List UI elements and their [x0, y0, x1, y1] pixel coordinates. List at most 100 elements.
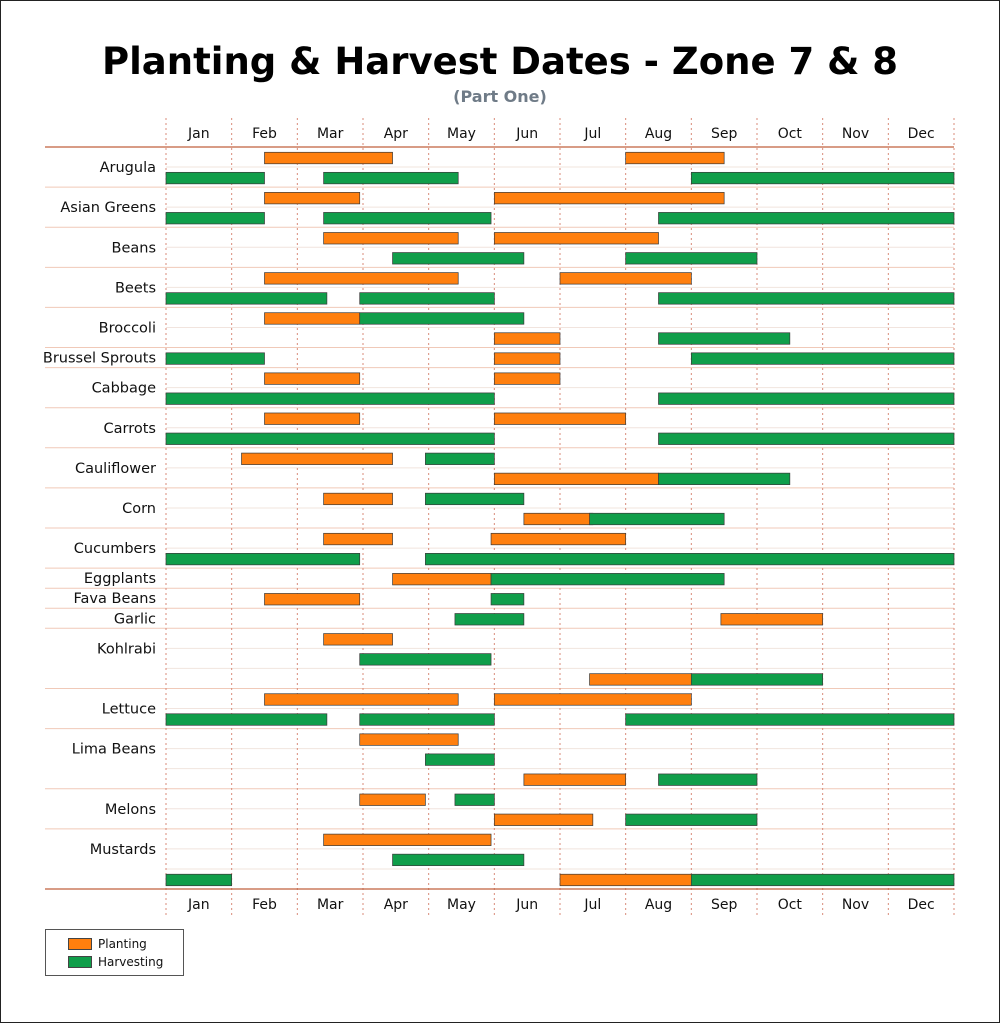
harvesting-bar — [165, 553, 361, 566]
harvesting-bar — [165, 873, 233, 887]
harvesting-bar — [359, 312, 525, 325]
harvesting-bar — [359, 292, 495, 305]
harvesting-bar — [690, 673, 824, 686]
harvesting-bar — [625, 813, 758, 826]
crop-label: Carrots — [104, 421, 156, 437]
planting-bar — [490, 532, 627, 546]
planting-bar — [523, 773, 627, 786]
legend-item-harvesting: Harvesting — [68, 955, 163, 969]
planting-bar — [523, 512, 594, 526]
planting-bar — [323, 833, 492, 846]
planting-bar — [264, 272, 459, 285]
crop-label: Broccoli — [99, 320, 156, 336]
harvesting-bar — [359, 713, 495, 726]
harvesting-bar — [165, 171, 265, 185]
planting-bar — [493, 332, 561, 345]
harvesting-bar — [454, 793, 495, 806]
harvesting-bar — [690, 352, 955, 365]
crop-label: Garlic — [114, 611, 156, 627]
chart-subtitle: (Part One) — [453, 87, 547, 106]
crop-label: Beans — [112, 240, 157, 256]
planting-bar — [359, 793, 426, 806]
month-label-bottom: Apr — [384, 897, 408, 913]
harvesting-bar — [658, 432, 955, 445]
harvesting-bar — [690, 873, 955, 887]
legend-swatch-harvesting — [68, 956, 92, 968]
planting-bar — [264, 412, 361, 425]
harvesting-bar — [490, 573, 725, 586]
harvesting-bar — [658, 212, 955, 225]
crop-label: Asian Greens — [60, 200, 156, 216]
crop-label: Eggplants — [84, 571, 156, 587]
planting-bar — [589, 673, 692, 686]
crop-label: Cabbage — [92, 381, 157, 397]
month-label-top: Nov — [842, 126, 869, 142]
harvesting-bar — [658, 332, 791, 345]
harvesting-bar — [425, 553, 955, 566]
planting-bar — [625, 151, 725, 165]
month-label-top: Mar — [317, 126, 344, 142]
planting-bar — [323, 532, 393, 546]
month-label-top: Feb — [252, 126, 277, 142]
harvesting-bar — [359, 653, 492, 666]
month-label-bottom: Jan — [187, 897, 210, 913]
month-label-bottom: Aug — [645, 897, 672, 913]
crop-label: Mustards — [90, 842, 156, 858]
harvesting-bar — [658, 773, 758, 786]
harvesting-bar — [490, 593, 525, 606]
chart-title: Planting & Harvest Dates - Zone 7 & 8 — [101, 40, 898, 83]
harvesting-bar — [625, 713, 955, 726]
month-label-top: Oct — [778, 126, 803, 142]
harvesting-bar — [658, 392, 955, 405]
crop-label: Cauliflower — [75, 461, 156, 477]
harvesting-bar — [589, 512, 725, 526]
planting-bar — [493, 232, 659, 245]
month-label-bottom: Jun — [515, 897, 538, 913]
legend-label-planting: Planting — [98, 937, 147, 951]
crop-label: Melons — [105, 802, 156, 818]
legend-item-planting: Planting — [68, 937, 147, 951]
harvesting-bar — [690, 171, 955, 185]
harvesting-bar — [425, 452, 495, 465]
harvesting-bar — [165, 713, 328, 726]
month-label-bottom: Sep — [711, 897, 738, 913]
planting-bar — [493, 412, 627, 425]
month-label-top: Aug — [645, 126, 672, 142]
planting-bar — [493, 192, 725, 205]
planting-bar — [241, 452, 393, 465]
planting-bar — [720, 613, 824, 626]
month-label-bottom: Oct — [778, 897, 803, 913]
harvesting-bar — [392, 252, 525, 265]
crop-label: Arugula — [100, 160, 156, 176]
planting-bar — [359, 733, 459, 746]
crop-label: Beets — [115, 280, 156, 296]
month-label-bottom: Mar — [317, 897, 344, 913]
month-label-top: Jan — [187, 126, 210, 142]
crop-label: Corn — [122, 501, 156, 517]
harvesting-bar — [392, 853, 525, 867]
planting-bar — [493, 372, 561, 385]
planting-bar — [264, 372, 361, 385]
month-label-bottom: Jul — [583, 897, 601, 913]
crop-label: Brussel Sprouts — [43, 351, 156, 367]
crop-label: Kohlrabi — [97, 641, 156, 657]
month-label-top: Apr — [384, 126, 408, 142]
harvesting-bar — [625, 252, 758, 265]
planting-bar — [493, 693, 692, 706]
planting-bar — [559, 873, 692, 887]
legend-swatch-planting — [68, 938, 92, 950]
harvesting-bar — [658, 472, 791, 485]
harvesting-bar — [165, 392, 495, 405]
crop-label: Lettuce — [102, 702, 156, 718]
planting-bar — [493, 472, 659, 485]
planting-bar — [264, 693, 459, 706]
crop-label: Cucumbers — [74, 541, 156, 557]
harvesting-bar — [323, 212, 492, 225]
month-label-bottom: Dec — [908, 897, 935, 913]
legend-label-harvesting: Harvesting — [98, 955, 164, 969]
legend: Planting Harvesting — [45, 929, 184, 976]
harvesting-bar — [658, 292, 955, 305]
planting-bar — [323, 633, 393, 646]
month-label-bottom: Nov — [842, 897, 869, 913]
month-label-top: May — [447, 126, 476, 142]
